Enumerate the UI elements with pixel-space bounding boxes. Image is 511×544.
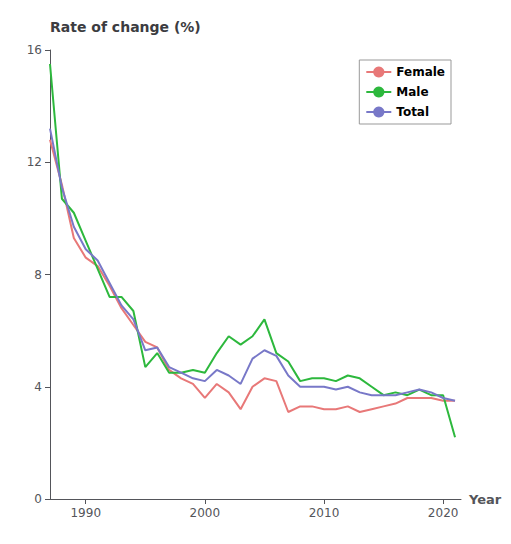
svg-text:0: 0 bbox=[34, 492, 42, 506]
svg-text:Female: Female bbox=[396, 65, 445, 79]
svg-text:2000: 2000 bbox=[190, 506, 221, 520]
svg-text:16: 16 bbox=[27, 43, 42, 57]
svg-text:4: 4 bbox=[34, 380, 42, 394]
svg-text:Year: Year bbox=[468, 492, 502, 507]
svg-text:2020: 2020 bbox=[428, 506, 459, 520]
svg-text:Male: Male bbox=[396, 85, 428, 99]
svg-text:8: 8 bbox=[34, 268, 42, 282]
svg-text:Total: Total bbox=[396, 105, 429, 119]
svg-text:1990: 1990 bbox=[70, 506, 101, 520]
svg-text:Rate of change (%): Rate of change (%) bbox=[50, 19, 201, 35]
svg-text:12: 12 bbox=[27, 155, 42, 169]
svg-text:2010: 2010 bbox=[309, 506, 340, 520]
